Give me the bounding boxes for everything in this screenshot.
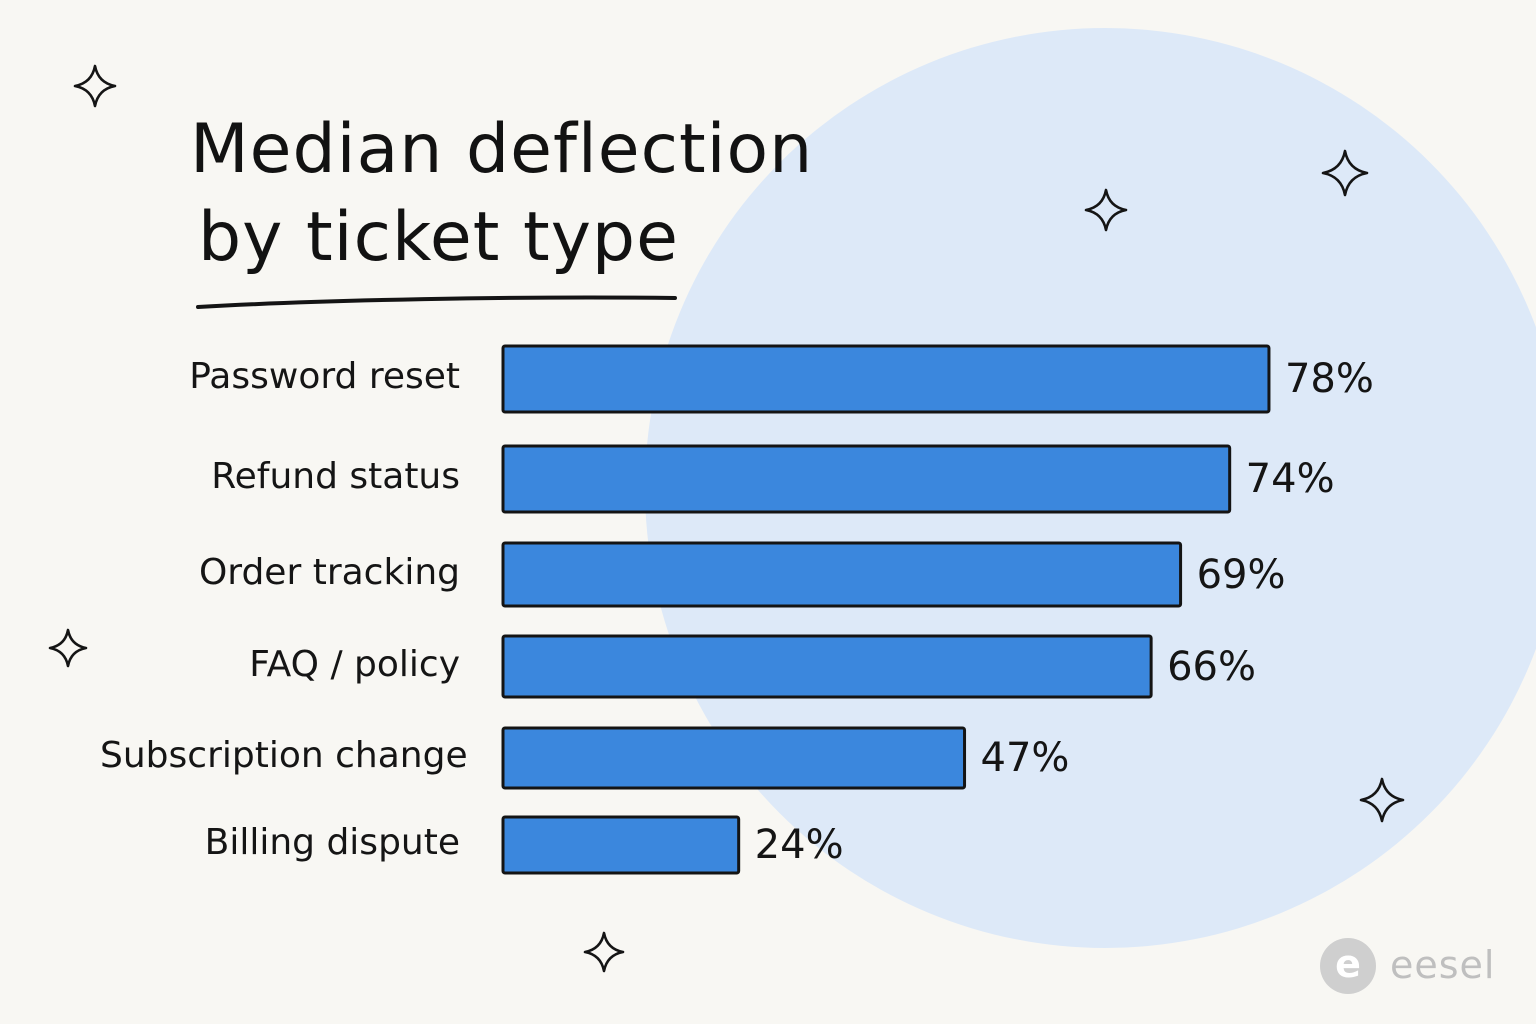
value-label: 47% — [980, 735, 1070, 781]
value-label: 78% — [1284, 356, 1374, 402]
chart-title-line-2: by ticket type — [198, 198, 679, 277]
value-label: 74% — [1245, 456, 1335, 502]
brand-logo: e eesel — [1318, 938, 1508, 998]
sparkle-icon — [48, 628, 88, 668]
brand-name: eesel — [1390, 943, 1496, 987]
category-label: Order tracking — [198, 551, 460, 593]
title-underline — [196, 295, 677, 309]
value-label: 66% — [1167, 643, 1257, 690]
category-label: FAQ / policy — [249, 643, 460, 685]
category-label: Billing dispute — [204, 822, 460, 863]
sparkle-icon — [1084, 188, 1128, 232]
sparkle-icon — [1359, 777, 1405, 823]
bar-refund-status — [501, 444, 1232, 514]
brand-mark-letter: e — [1335, 942, 1361, 986]
sparkles-group — [48, 64, 1405, 973]
bar-faq-policy — [501, 634, 1153, 699]
category-label: Refund status — [211, 456, 460, 497]
bar-subscription-change — [501, 726, 967, 790]
eesel-logo-icon: e — [1320, 938, 1376, 994]
sparkle-icon — [583, 931, 625, 973]
sparkle-icon — [1321, 149, 1369, 197]
value-label: 69% — [1196, 551, 1286, 598]
bar-billing-dispute — [501, 815, 741, 875]
bar-order-tracking — [501, 541, 1183, 608]
sparkle-icon — [73, 64, 117, 108]
value-label: 24% — [754, 822, 844, 868]
category-label: Password reset — [189, 356, 460, 397]
bar-password-reset — [501, 344, 1271, 414]
category-label: Subscription change — [100, 735, 468, 776]
chart-title-line-1: Median deflection — [190, 110, 814, 189]
bars-group — [501, 344, 1271, 875]
